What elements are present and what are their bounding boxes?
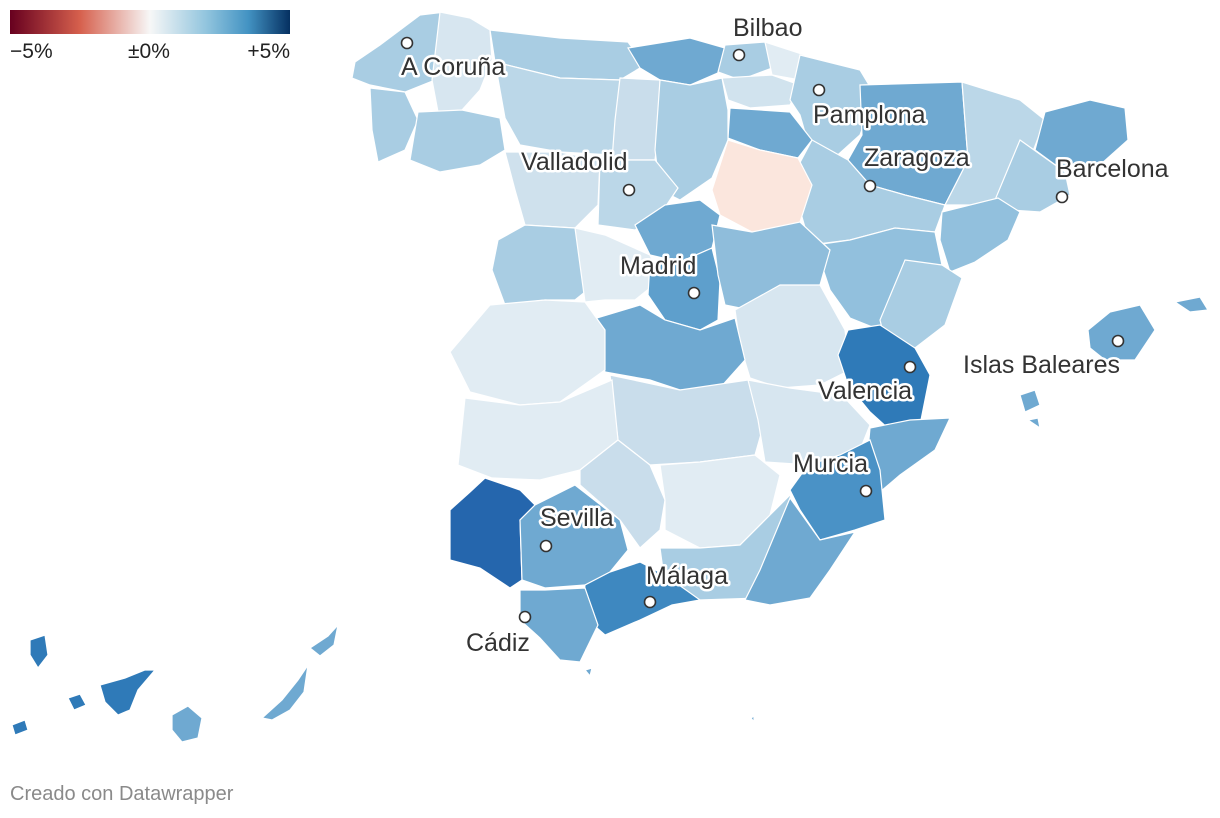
city-zaragoza: Zaragoza bbox=[862, 142, 972, 193]
legend-min-label: −5% bbox=[10, 40, 53, 63]
region-la-gomera[interactable] bbox=[67, 693, 87, 711]
city-sevilla: Sevilla bbox=[538, 502, 616, 553]
legend-mid-label: ±0% bbox=[128, 40, 170, 63]
region-avila[interactable] bbox=[574, 227, 661, 303]
city-dot-valencia bbox=[903, 360, 917, 374]
city-islas-baleares: Islas Baleares bbox=[961, 334, 1125, 382]
city-label-madrid: Madrid bbox=[620, 252, 696, 280]
city-label-valencia: Valencia bbox=[818, 377, 912, 405]
region-vizcaya[interactable] bbox=[717, 41, 773, 81]
region-lanzarote[interactable] bbox=[308, 622, 340, 657]
city-dot-bilbao bbox=[732, 48, 746, 62]
region-zamora[interactable] bbox=[504, 151, 601, 229]
city-markers: Bilbao A Coruña Pamplona Zaragoza Barcelona V… bbox=[399, 12, 1172, 660]
city-label-bilbao: Bilbao bbox=[733, 14, 803, 42]
city-madrid: Madrid bbox=[618, 250, 701, 300]
city-pamplona: Pamplona bbox=[811, 83, 928, 132]
region-la-palma[interactable] bbox=[29, 634, 49, 670]
region-cadiz[interactable] bbox=[519, 587, 599, 663]
region-caceres[interactable] bbox=[449, 299, 606, 406]
credit-text: Creado con Datawrapper bbox=[10, 783, 234, 805]
city-label-valladolid: Valladolid bbox=[521, 148, 628, 176]
region-formentera[interactable] bbox=[1026, 417, 1041, 430]
city-dot-murcia bbox=[859, 484, 873, 498]
city-dot-barcelona bbox=[1055, 190, 1069, 204]
city-label-zaragoza: Zaragoza bbox=[864, 144, 970, 172]
region-lugo[interactable] bbox=[431, 11, 493, 113]
city-dot-valladolid bbox=[622, 183, 636, 197]
city-barcelona: Barcelona bbox=[1054, 153, 1171, 204]
city-dot-zaragoza bbox=[863, 179, 877, 193]
region-murcia[interactable] bbox=[789, 439, 886, 541]
region-tenerife[interactable] bbox=[99, 669, 157, 716]
city-valencia: Valencia bbox=[816, 360, 917, 408]
color-legend: −5% ±0% +5% bbox=[10, 10, 290, 63]
city-dot-islas-baleares bbox=[1111, 334, 1125, 348]
city-malaga: Málaga bbox=[643, 560, 731, 609]
city-a-coruna: A Coruña bbox=[399, 36, 508, 84]
city-bilbao: Bilbao bbox=[731, 12, 805, 62]
region-gran-canaria[interactable] bbox=[171, 705, 203, 743]
region-fuerteventura[interactable] bbox=[260, 664, 309, 721]
city-label-malaga: Málaga bbox=[646, 562, 728, 590]
region-madrid[interactable] bbox=[647, 247, 721, 331]
city-label-cadiz: Cádiz bbox=[466, 629, 530, 657]
city-cadiz: Cádiz bbox=[464, 610, 532, 660]
city-label-pamplona: Pamplona bbox=[813, 101, 926, 129]
city-label-a-coruna: A Coruña bbox=[401, 53, 505, 81]
region-toledo[interactable] bbox=[589, 304, 746, 391]
region-alava[interactable] bbox=[721, 74, 801, 109]
city-label-barcelona: Barcelona bbox=[1056, 155, 1169, 183]
region-el-hierro[interactable] bbox=[11, 719, 29, 736]
region-cantabria[interactable] bbox=[627, 37, 726, 86]
city-dot-malaga bbox=[643, 595, 657, 609]
city-dot-pamplona bbox=[812, 83, 826, 97]
region-cuenca[interactable] bbox=[734, 284, 851, 389]
city-dot-cadiz bbox=[518, 610, 532, 624]
legend-gradient-bar bbox=[10, 10, 290, 34]
region-melilla[interactable] bbox=[750, 714, 755, 724]
city-dot-sevilla bbox=[539, 539, 553, 553]
city-dot-a-coruna bbox=[400, 36, 414, 50]
city-label-sevilla: Sevilla bbox=[540, 504, 614, 532]
region-ceuta[interactable] bbox=[583, 667, 593, 678]
city-murcia: Murcia bbox=[791, 448, 873, 498]
region-mallorca[interactable] bbox=[1087, 304, 1156, 361]
region-pontevedra[interactable] bbox=[369, 87, 419, 163]
region-ourense[interactable] bbox=[409, 109, 506, 173]
region-almeria[interactable] bbox=[744, 496, 857, 606]
city-dot-madrid bbox=[687, 286, 701, 300]
region-menorca[interactable] bbox=[1173, 296, 1210, 313]
region-tarragona[interactable] bbox=[939, 197, 1021, 273]
city-label-islas-baleares: Islas Baleares bbox=[963, 351, 1120, 379]
legend-max-label: +5% bbox=[247, 40, 290, 63]
region-cordoba[interactable] bbox=[579, 439, 666, 549]
city-label-murcia: Murcia bbox=[793, 450, 868, 478]
region-ibiza[interactable] bbox=[1019, 389, 1041, 413]
city-valladolid: Valladolid bbox=[519, 146, 636, 197]
region-castellon[interactable] bbox=[879, 259, 963, 349]
